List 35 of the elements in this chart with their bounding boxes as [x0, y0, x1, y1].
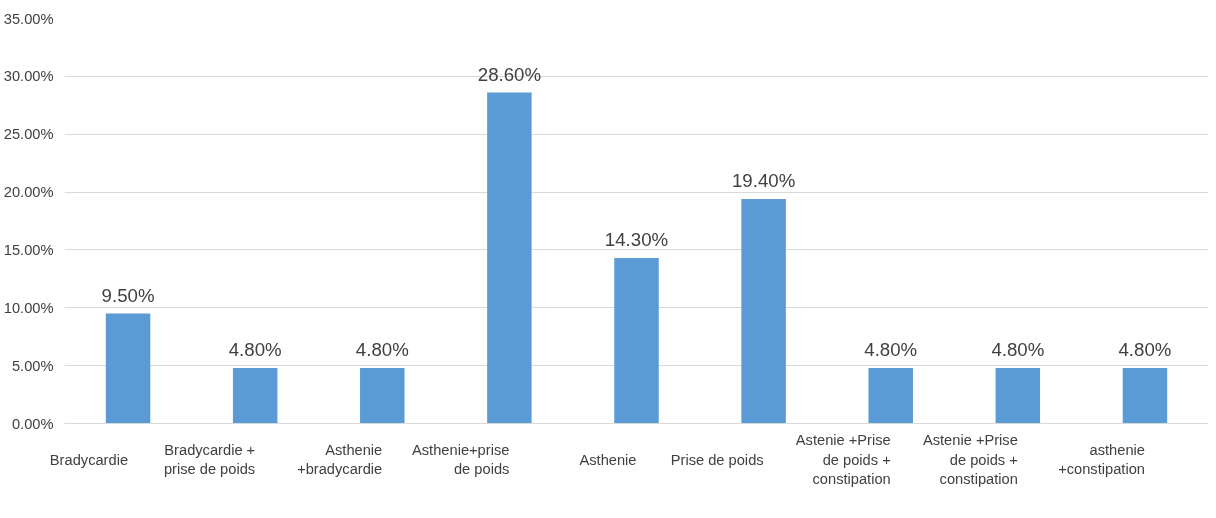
x-tick-label: Prise de poids	[670, 451, 764, 468]
bar	[741, 199, 786, 424]
bar	[995, 367, 1041, 424]
x-tick-label: Asthenie+prise de poids	[412, 441, 510, 478]
x-tick-label: Bradycardie + prise de poids	[163, 441, 256, 478]
bar	[614, 258, 659, 424]
x-tick-label: asthenie +constipation	[1058, 441, 1145, 478]
x-tick-label: Bradycardie	[49, 451, 129, 468]
data-label: 4.80%	[991, 338, 1045, 360]
bar	[360, 367, 405, 424]
bar	[868, 367, 913, 424]
y-tick-label: 5.00%	[11, 357, 54, 374]
y-tick-label: 35.00%	[3, 10, 54, 27]
y-tick-label: 20.00%	[3, 184, 54, 201]
data-label: 4.80%	[864, 338, 918, 360]
x-tick-label: Asthenie +bradycardie	[297, 441, 383, 478]
data-label: 4.80%	[1118, 338, 1172, 360]
data-label: 28.60%	[477, 63, 542, 85]
data-label: 14.30%	[604, 229, 669, 251]
bar	[487, 92, 532, 424]
y-tick-label: 15.00%	[3, 241, 54, 258]
bar	[232, 367, 278, 424]
data-label: 4.80%	[228, 338, 282, 360]
y-tick-label: 30.00%	[3, 68, 54, 85]
y-tick-label: 0.00%	[11, 415, 54, 432]
x-tick-label: Astenie +Prise de poids + constipation	[922, 432, 1018, 487]
bar	[105, 313, 151, 424]
y-tick-label: 25.00%	[3, 126, 54, 143]
data-label: 19.40%	[731, 170, 796, 192]
x-tick-label: Astenie +Prise de poids + constipation	[795, 432, 891, 487]
y-tick-label: 10.00%	[3, 299, 54, 316]
bar	[1122, 367, 1168, 424]
data-label: 9.50%	[101, 284, 155, 306]
data-label: 4.80%	[355, 338, 409, 360]
x-tick-label: Asthenie	[579, 451, 637, 468]
